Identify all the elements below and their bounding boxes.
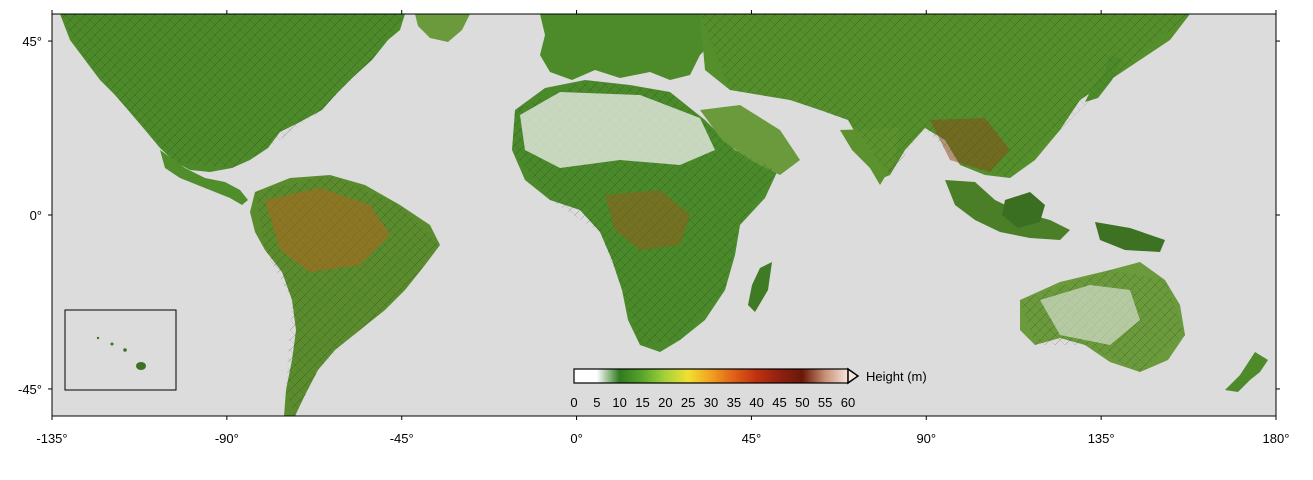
sahara-sparse (520, 92, 715, 168)
lat-tick-label: -45° (18, 382, 42, 397)
lon-tick-label: 45° (742, 431, 762, 446)
colorbar-tick-label: 40 (749, 395, 763, 410)
colorbar-tick-label: 50 (795, 395, 809, 410)
longitude-axis: -135° -90° -45° 0° 45° 90° 135° 180° (36, 10, 1289, 446)
colorbar-arrow (847, 367, 860, 385)
australia-interior-sparse (1040, 285, 1140, 345)
land-borneo (1002, 192, 1045, 228)
colorbar-tick-label: 5 (593, 395, 600, 410)
lat-tick-label: 45° (22, 34, 42, 49)
lon-tick-label: 135° (1088, 431, 1115, 446)
lat-tick-label: 0° (30, 208, 42, 223)
colorbar-bar (573, 368, 849, 384)
colorbar: Height (m) 0 5 10 15 20 25 30 35 40 45 50 55 60 (570, 367, 927, 410)
land-central-america (160, 150, 248, 205)
colorbar-tick-label: 35 (727, 395, 741, 410)
lon-tick-label: -90° (215, 431, 239, 446)
congo-tall-forest (605, 190, 690, 250)
colorbar-label: Height (m) (866, 369, 927, 384)
lon-tick-label: 90° (916, 431, 936, 446)
seasia-tall-forest (930, 118, 1010, 172)
land-new-zealand (1225, 352, 1268, 392)
lon-tick-label: 180° (1263, 431, 1290, 446)
hawaii-inset (64, 309, 177, 391)
colorbar-tick-label: 20 (658, 395, 672, 410)
land-greenland (415, 14, 470, 42)
lon-tick-label: 0° (570, 431, 582, 446)
land-new-guinea (1095, 222, 1165, 252)
landmasses (60, 14, 1268, 416)
lon-tick-label: -45° (390, 431, 414, 446)
latitude-axis: 45° 0° -45° (18, 34, 1280, 397)
land-arabia (700, 105, 800, 175)
land-madagascar (748, 262, 772, 312)
colorbar-tick-label: 60 (841, 395, 855, 410)
land-europe (540, 14, 720, 80)
colorbar-tick-label: 45 (772, 395, 786, 410)
colorbar-tick-label: 55 (818, 395, 832, 410)
colorbar-tick-label: 25 (681, 395, 695, 410)
lon-tick-label: -135° (36, 431, 67, 446)
colorbar-tick-label: 10 (612, 395, 626, 410)
colorbar-tick-label: 0 (570, 395, 577, 410)
amazon-tall-forest (265, 188, 390, 272)
colorbar-tick-label: 30 (704, 395, 718, 410)
colorbar-tick-label: 15 (635, 395, 649, 410)
colorbar-ticks: 0 5 10 15 20 25 30 35 40 45 50 55 60 (570, 395, 855, 410)
